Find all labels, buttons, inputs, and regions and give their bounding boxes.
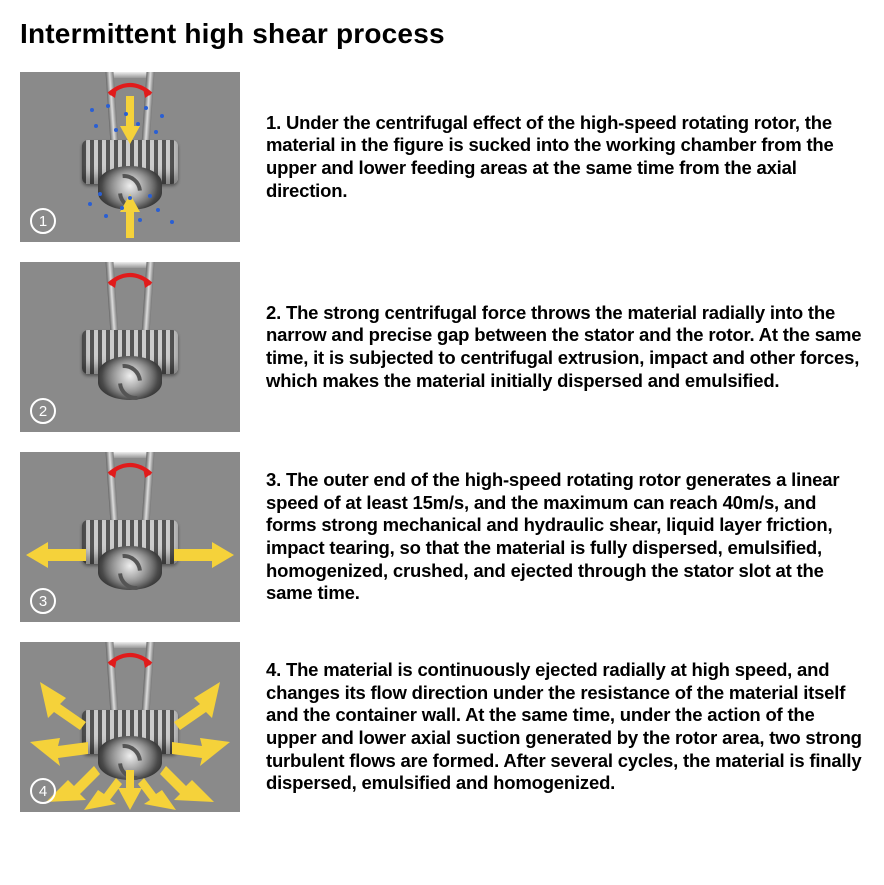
rotation-arrow-icon <box>103 460 157 482</box>
rotation-arrow-icon <box>103 270 157 292</box>
flow-arrow-right-icon <box>174 542 234 568</box>
step-2-thumb: 2 <box>20 262 240 432</box>
particles-icon <box>80 102 180 232</box>
step-4: 4 4. The material is continuously ejecte… <box>20 642 864 812</box>
step-3-desc: 3. The outer end of the high-speed rotat… <box>266 469 864 604</box>
flow-arrow-left-icon <box>26 542 86 568</box>
step-3: 3 3. The outer end of the high-speed rot… <box>20 452 864 622</box>
step-4-desc: 4. The material is continuously ejected … <box>266 659 864 794</box>
step-4-thumb: 4 <box>20 642 240 812</box>
step-2: 2 2. The strong centrifugal force throws… <box>20 262 864 432</box>
step-1: 1 1. Under the centrifugal effect of the… <box>20 72 864 242</box>
step-2-desc: 2. The strong centrifugal force throws t… <box>266 302 864 392</box>
step-3-number: 3 <box>30 588 56 614</box>
step-4-number: 4 <box>30 778 56 804</box>
step-1-thumb: 1 <box>20 72 240 242</box>
step-1-desc: 1. Under the centrifugal effect of the h… <box>266 112 864 202</box>
step-1-number: 1 <box>30 208 56 234</box>
steps-list: 1 1. Under the centrifugal effect of the… <box>20 72 864 812</box>
step-3-thumb: 3 <box>20 452 240 622</box>
page-title: Intermittent high shear process <box>20 18 864 50</box>
step-2-number: 2 <box>30 398 56 424</box>
